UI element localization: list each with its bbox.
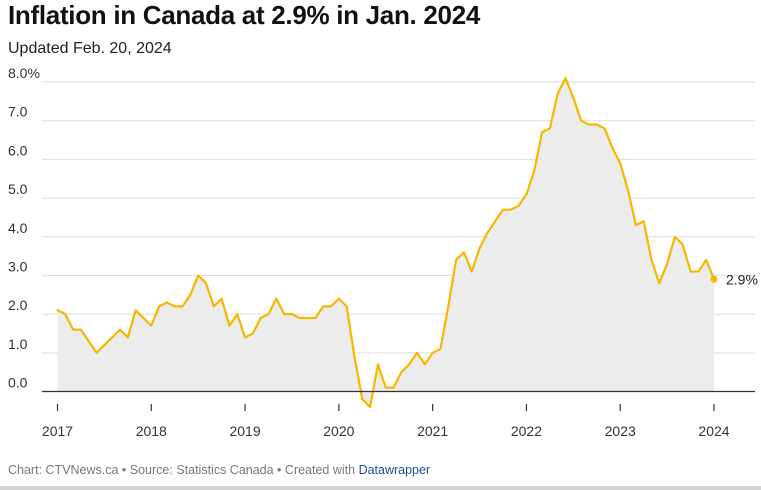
y-tick-label: 4.0 <box>8 220 28 236</box>
y-tick-label: 1.0 <box>8 336 28 352</box>
inflation-line-chart: 8.0%7.06.05.04.03.02.01.00.0 2017 2018 201… <box>8 65 758 439</box>
end-point-label: 2.9% <box>726 271 758 287</box>
y-tick-label: 2.0 <box>8 297 28 313</box>
chart-footer: Chart: CTVNews.ca • Source: Statistics C… <box>8 463 430 477</box>
x-tick-label: 2021 <box>417 423 448 439</box>
end-point-marker <box>710 275 718 283</box>
datawrapper-link[interactable]: Datawrapper <box>358 463 431 477</box>
area-fill <box>57 78 714 407</box>
y-tick-label: 7.0 <box>8 104 28 120</box>
bottom-edge <box>0 486 761 490</box>
x-tick-label: 2019 <box>229 423 260 439</box>
y-tick-label: 6.0 <box>8 142 28 158</box>
x-tick-label: 2023 <box>605 423 636 439</box>
footer-source: Chart: CTVNews.ca • Source: Statistics C… <box>8 463 359 477</box>
y-tick-label: 3.0 <box>8 258 28 274</box>
y-tick-label: 8.0% <box>8 65 40 81</box>
chart-title: Inflation in Canada at 2.9% in Jan. 2024 <box>8 0 481 30</box>
x-tick-label: 2024 <box>698 423 729 439</box>
series-line <box>56 77 716 409</box>
x-axis: 2017 2018 2019 2020 2021 2022 2023 2024 <box>42 390 755 439</box>
x-tick-label: 2022 <box>511 423 542 439</box>
y-tick-label: 0.0 <box>8 375 28 391</box>
chart-subtitle: Updated Feb. 20, 2024 <box>8 40 172 57</box>
y-axis-labels: 8.0% 7.0 6.0 5.0 4.0 3.0 2.0 1.0 0.0 <box>8 65 40 391</box>
x-tick-label: 2018 <box>136 423 167 439</box>
x-tick-label: 2020 <box>323 423 354 439</box>
x-tick-label: 2017 <box>42 423 73 439</box>
y-tick-label: 5.0 <box>8 181 28 197</box>
